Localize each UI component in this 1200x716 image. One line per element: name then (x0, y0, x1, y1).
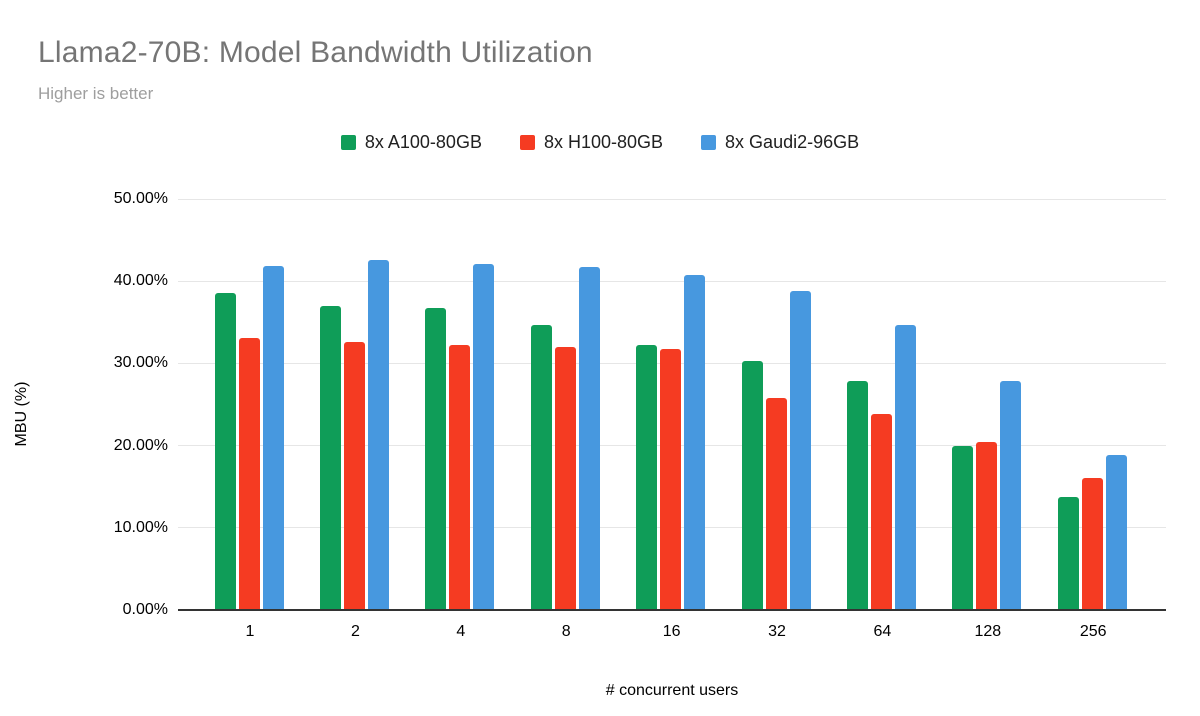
bar-8x-gaudi2-96gb-users-8[interactable] (578, 267, 600, 610)
x-tick-label: 16 (662, 623, 681, 640)
bar-8x-h100-80gb-users-256[interactable] (1081, 477, 1103, 610)
legend-swatch-icon (519, 135, 535, 150)
bar-8x-a100-80gb-users-2[interactable] (319, 305, 341, 610)
x-tick-label: 256 (1079, 623, 1107, 640)
legend-swatch-icon (701, 135, 717, 150)
bar-group-16 (636, 199, 707, 610)
legend-swatch-icon (340, 135, 356, 150)
bar-8x-gaudi2-96gb-users-64[interactable] (894, 324, 916, 610)
legend-item-8x-h100-80gb[interactable]: 8x H100-80GB (519, 132, 664, 153)
bar-8x-gaudi2-96gb-users-128[interactable] (1000, 381, 1022, 610)
bar-8x-a100-80gb-users-256[interactable] (1057, 496, 1079, 610)
x-tick-label: 2 (350, 623, 360, 640)
y-tick-label: 50.00% (113, 190, 168, 207)
gridline-50 (178, 198, 1166, 200)
x-axis-baseline (178, 609, 1166, 611)
bar-8x-gaudi2-96gb-users-16[interactable] (684, 275, 706, 610)
bar-group-64 (846, 199, 918, 610)
bar-group-2 (319, 199, 391, 610)
bar-group-128 (952, 199, 1023, 610)
x-tick-label: 32 (768, 623, 786, 640)
legend-item-8x-a100-80gb[interactable]: 8x A100-80GB (340, 132, 482, 153)
bar-group-4 (425, 199, 496, 610)
y-tick-label: 0.00% (122, 601, 168, 618)
bar-8x-h100-80gb-users-64[interactable] (870, 413, 892, 610)
legend-item-8x-gaudi2-96gb[interactable]: 8x Gaudi2-96GB (701, 132, 859, 153)
legend-label: 8x A100-80GB (364, 132, 482, 152)
legend-label: 8x H100-80GB (543, 132, 664, 152)
bar-8x-h100-80gb-users-4[interactable] (449, 344, 471, 610)
bar-8x-a100-80gb-users-8[interactable] (530, 324, 552, 610)
legend-label: 8x Gaudi2-96GB (725, 132, 860, 152)
x-tick-label: 64 (873, 623, 892, 640)
bar-8x-h100-80gb-users-128[interactable] (976, 442, 998, 610)
bar-8x-h100-80gb-users-16[interactable] (660, 349, 682, 610)
y-tick-label: 40.00% (113, 272, 168, 290)
bar-8x-a100-80gb-users-128[interactable] (952, 445, 974, 610)
legend: 8x A100-80GB 8x H100-80GB 8x Gaudi2-96GB (0, 132, 1200, 153)
bar-8x-a100-80gb-users-32[interactable] (741, 360, 763, 610)
x-tick-label: 128 (974, 623, 1002, 640)
bar-8x-gaudi2-96gb-users-2[interactable] (367, 259, 389, 610)
bar-8x-h100-80gb-users-8[interactable] (554, 346, 576, 610)
bar-8x-h100-80gb-users-1[interactable] (238, 337, 260, 610)
y-tick-label: 20.00% (113, 436, 168, 454)
bar-8x-h100-80gb-users-2[interactable] (343, 342, 365, 610)
bar-group-32 (741, 199, 813, 610)
chart-subtitle: Higher is better (38, 84, 154, 103)
chart-title: Llama2-70B: Model Bandwidth Utilization (38, 36, 593, 69)
bar-8x-gaudi2-96gb-users-256[interactable] (1105, 454, 1127, 610)
bar-8x-a100-80gb-users-16[interactable] (636, 345, 658, 610)
x-tick-label: 1 (245, 623, 255, 640)
bar-8x-gaudi2-96gb-users-32[interactable] (789, 291, 811, 610)
x-tick-label: 4 (456, 623, 466, 640)
x-tick-label: 8 (561, 623, 571, 640)
bar-8x-h100-80gb-users-32[interactable] (765, 397, 787, 610)
bar-group-8 (530, 199, 602, 610)
bar-8x-a100-80gb-users-4[interactable] (425, 308, 447, 610)
bar-group-1 (214, 199, 286, 610)
y-tick-label: 10.00% (113, 518, 168, 536)
x-axis-title: # concurrent users (605, 682, 739, 699)
gridline-40 (178, 280, 1166, 282)
bar-8x-a100-80gb-users-64[interactable] (846, 381, 868, 610)
bar-8x-gaudi2-96gb-users-1[interactable] (262, 265, 284, 610)
bar-8x-a100-80gb-users-1[interactable] (214, 292, 236, 610)
bar-8x-gaudi2-96gb-users-4[interactable] (473, 263, 495, 610)
y-tick-label: 30.00% (113, 354, 168, 372)
bar-group-256 (1057, 199, 1129, 610)
plot-area (178, 198, 1166, 611)
